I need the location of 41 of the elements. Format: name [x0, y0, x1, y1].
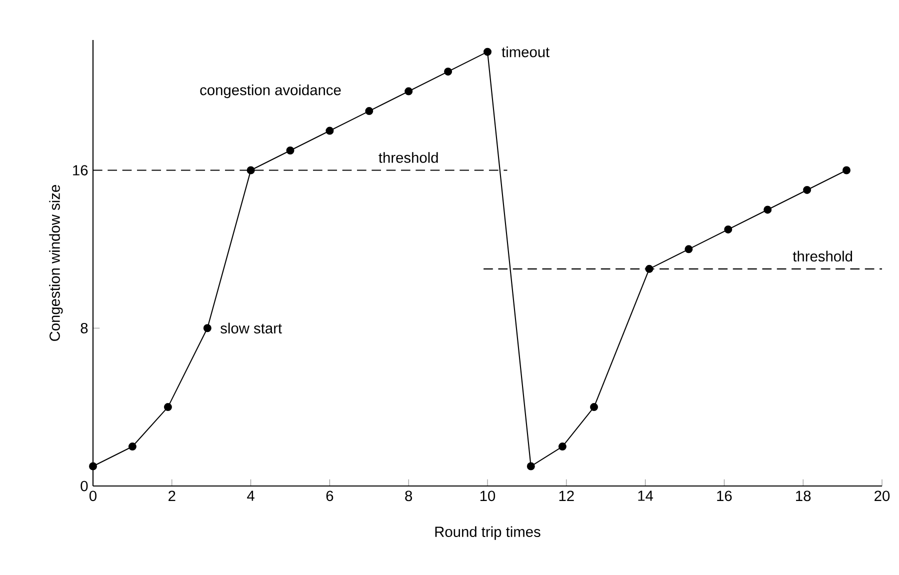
point [365, 107, 374, 116]
annotation: timeout [502, 46, 550, 58]
x-tick-label: 4 [247, 490, 254, 501]
point [246, 166, 255, 174]
x-axis-title: Round trip times [435, 526, 540, 540]
x-tick-label: 12 [559, 490, 574, 501]
point [203, 324, 212, 332]
x-tick-label: 16 [717, 490, 732, 502]
point [842, 166, 850, 174]
point [326, 126, 334, 135]
annotation: slow start [220, 322, 282, 334]
x-tick-label: 0 [89, 490, 96, 502]
y-tick-label: 8 [80, 322, 88, 334]
annotation: threshold [792, 250, 852, 262]
point [444, 68, 452, 76]
point [526, 462, 535, 470]
point [286, 146, 294, 155]
point [164, 403, 172, 412]
point [590, 403, 598, 412]
x-tick-label: 18 [796, 490, 811, 502]
point [724, 225, 732, 234]
x-tick-label: 10 [480, 490, 496, 502]
y-tick-label: 16 [73, 165, 88, 176]
point [89, 462, 98, 470]
x-tick-label: 14 [638, 490, 654, 501]
annotation: threshold [378, 152, 438, 163]
point [803, 186, 812, 194]
point [404, 87, 413, 96]
x-tick-label: 2 [168, 490, 176, 501]
point [645, 264, 654, 273]
x-tick-label: 20 [874, 490, 890, 502]
point [764, 206, 772, 214]
y-axis-title: Congestion window size [49, 185, 63, 341]
point [558, 442, 566, 451]
y-tick-label: 0 [80, 480, 88, 492]
point [684, 245, 693, 254]
point [484, 48, 492, 56]
x-tick-label: 6 [326, 490, 334, 502]
annotation: congestion avoidance [200, 84, 341, 98]
x-tick-label: 8 [405, 490, 412, 502]
point [128, 442, 136, 451]
